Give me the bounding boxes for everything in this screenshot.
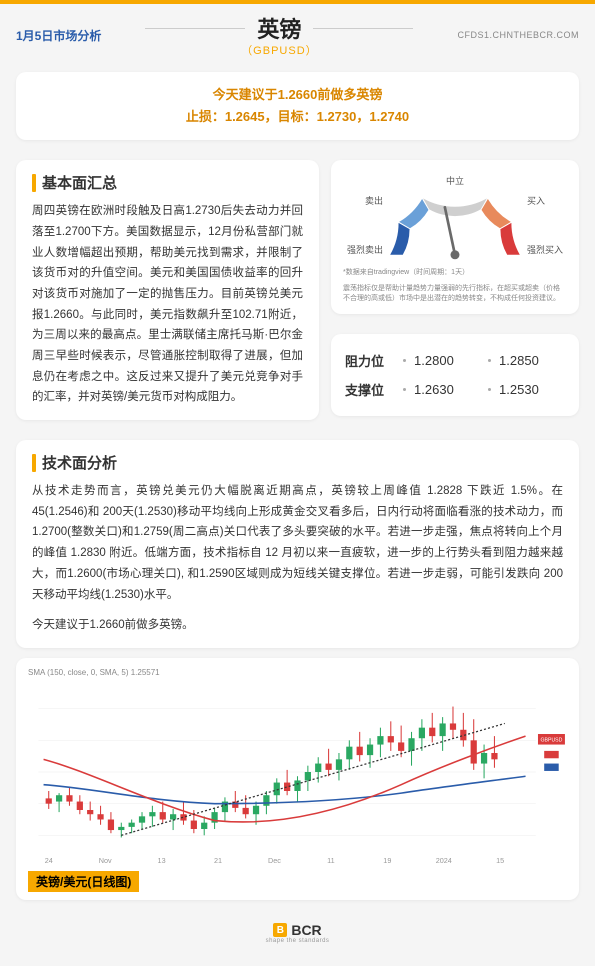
rule-right <box>313 28 413 29</box>
resistance-val-2: 1.2850 <box>499 353 565 368</box>
dot-icon <box>488 359 491 362</box>
dot-icon <box>488 388 491 391</box>
technical-title-row: 技术面分析 <box>32 452 563 473</box>
gauge-wrap: 中立 卖出 买入 强烈卖出 强烈买入 <box>343 172 567 262</box>
chart-indicator-text: SMA (150, close, 0, SMA, 5) 1.25571 <box>28 668 567 677</box>
footer: B BCR shape the standards <box>0 910 595 951</box>
support-label: 支撑位 <box>345 380 395 399</box>
rule-left <box>145 28 245 29</box>
footer-logo: B BCR <box>273 922 321 938</box>
svg-text:Dec: Dec <box>268 856 281 865</box>
accent-bar-icon <box>32 454 36 472</box>
support-row: 支撑位 1.2630 1.2530 <box>345 375 565 404</box>
gauge-note-body: 震荡指标仅是帮助计量趋势力量强弱的先行指标，在超买或超卖（价格不合理的高或低）市… <box>343 284 567 304</box>
levels-card: 阻力位 1.2800 1.2850 支撑位 1.2630 1.2530 <box>331 334 579 416</box>
analysis-date: 1月5日市场分析 <box>16 27 101 44</box>
gauge-label-strong-buy: 强烈买入 <box>527 243 563 256</box>
fundamental-body: 周四英镑在欧洲时段触及日高1.2730后失去动力并回落至1.2700下方。美国数… <box>32 201 303 408</box>
gauge-label-buy: 买入 <box>527 194 545 207</box>
resistance-val-1: 1.2800 <box>414 353 480 368</box>
svg-text:13: 13 <box>158 856 166 865</box>
support-val-1: 1.2630 <box>414 382 480 397</box>
page-title: 英镑 <box>257 12 301 44</box>
page-subtitle: （GBPUSD） <box>101 42 457 58</box>
accent-bar-icon <box>32 174 36 192</box>
title-line: 英镑 <box>101 12 457 44</box>
fundamental-card: 基本面汇总 周四英镑在欧洲时段触及日高1.2730后失去动力并回落至1.2700… <box>16 160 319 420</box>
resistance-row: 阻力位 1.2800 1.2850 <box>345 346 565 375</box>
svg-text:15: 15 <box>496 856 504 865</box>
svg-text:2024: 2024 <box>436 856 452 865</box>
chart-holder: 24 Nov 13 21 Dec 11 19 2024 15 GBPUSD <box>28 677 567 867</box>
svg-text:GBPUSD: GBPUSD <box>541 737 563 743</box>
title-block: 英镑 （GBPUSD） <box>101 12 457 58</box>
svg-text:Nov: Nov <box>99 856 112 865</box>
fundamental-title-row: 基本面汇总 <box>32 172 303 193</box>
reco-line1: 今天建议于1.2660前做多英镑 <box>32 84 563 106</box>
sentiment-gauge-card: 中立 卖出 买入 强烈卖出 强烈买入 *数据来自tradingview（时间周期… <box>331 160 579 313</box>
technical-card: 技术面分析 从技术走势而言，英镑兑美元仍大幅脱离近期高点，英镑较上周峰值 1.2… <box>16 440 579 648</box>
col-right: 中立 卖出 买入 强烈卖出 强烈买入 *数据来自tradingview（时间周期… <box>331 150 579 430</box>
recommendation-card: 今天建议于1.2660前做多英镑 止损：1.2645，目标：1.2730，1.2… <box>16 72 579 140</box>
technical-body: 从技术走势而言，英镑兑美元仍大幅脱离近期高点，英镑较上周峰值 1.2828 下跌… <box>32 481 563 605</box>
svg-text:24: 24 <box>45 856 53 865</box>
gauge-label-neutral: 中立 <box>446 174 464 187</box>
svg-text:11: 11 <box>327 856 335 865</box>
chart-card: SMA (150, close, 0, SMA, 5) 1.25571 24 No… <box>16 658 579 900</box>
support-val-2: 1.2530 <box>499 382 565 397</box>
reco-line2: 止损：1.2645，目标：1.2730，1.2740 <box>32 106 563 128</box>
logo-square-icon: B <box>273 923 287 937</box>
footer-tagline: shape the standards <box>0 938 595 944</box>
two-column-row: 基本面汇总 周四英镑在欧洲时段触及日高1.2730后失去动力并回落至1.2700… <box>16 150 579 430</box>
gauge-label-sell: 卖出 <box>365 194 383 207</box>
chart-caption: 英镑/美元(日线图) <box>28 871 139 892</box>
gauge-label-strong-sell: 强烈卖出 <box>347 243 383 256</box>
candlestick-chart: 24 Nov 13 21 Dec 11 19 2024 15 GBPUSD <box>28 677 567 867</box>
svg-text:19: 19 <box>383 856 391 865</box>
technical-footer: 今天建议于1.2660前做多英镑。 <box>32 615 563 636</box>
header: 1月5日市场分析 英镑 （GBPUSD） CFDS1.CHNTHEBCR.COM <box>0 4 595 62</box>
col-left: 基本面汇总 周四英镑在欧洲时段触及日高1.2730后失去动力并回落至1.2700… <box>16 150 319 430</box>
fundamental-title: 基本面汇总 <box>42 172 117 193</box>
technical-title: 技术面分析 <box>42 452 117 473</box>
gauge-note-title: *数据来自tradingview（时间周期：1天） <box>343 268 567 278</box>
footer-brand: BCR <box>291 922 321 938</box>
resistance-label: 阻力位 <box>345 351 395 370</box>
svg-text:21: 21 <box>214 856 222 865</box>
dot-icon <box>403 359 406 362</box>
site-url: CFDS1.CHNTHEBCR.COM <box>457 30 579 40</box>
page-root: 1月5日市场分析 英镑 （GBPUSD） CFDS1.CHNTHEBCR.COM… <box>0 0 595 960</box>
dot-icon <box>403 388 406 391</box>
